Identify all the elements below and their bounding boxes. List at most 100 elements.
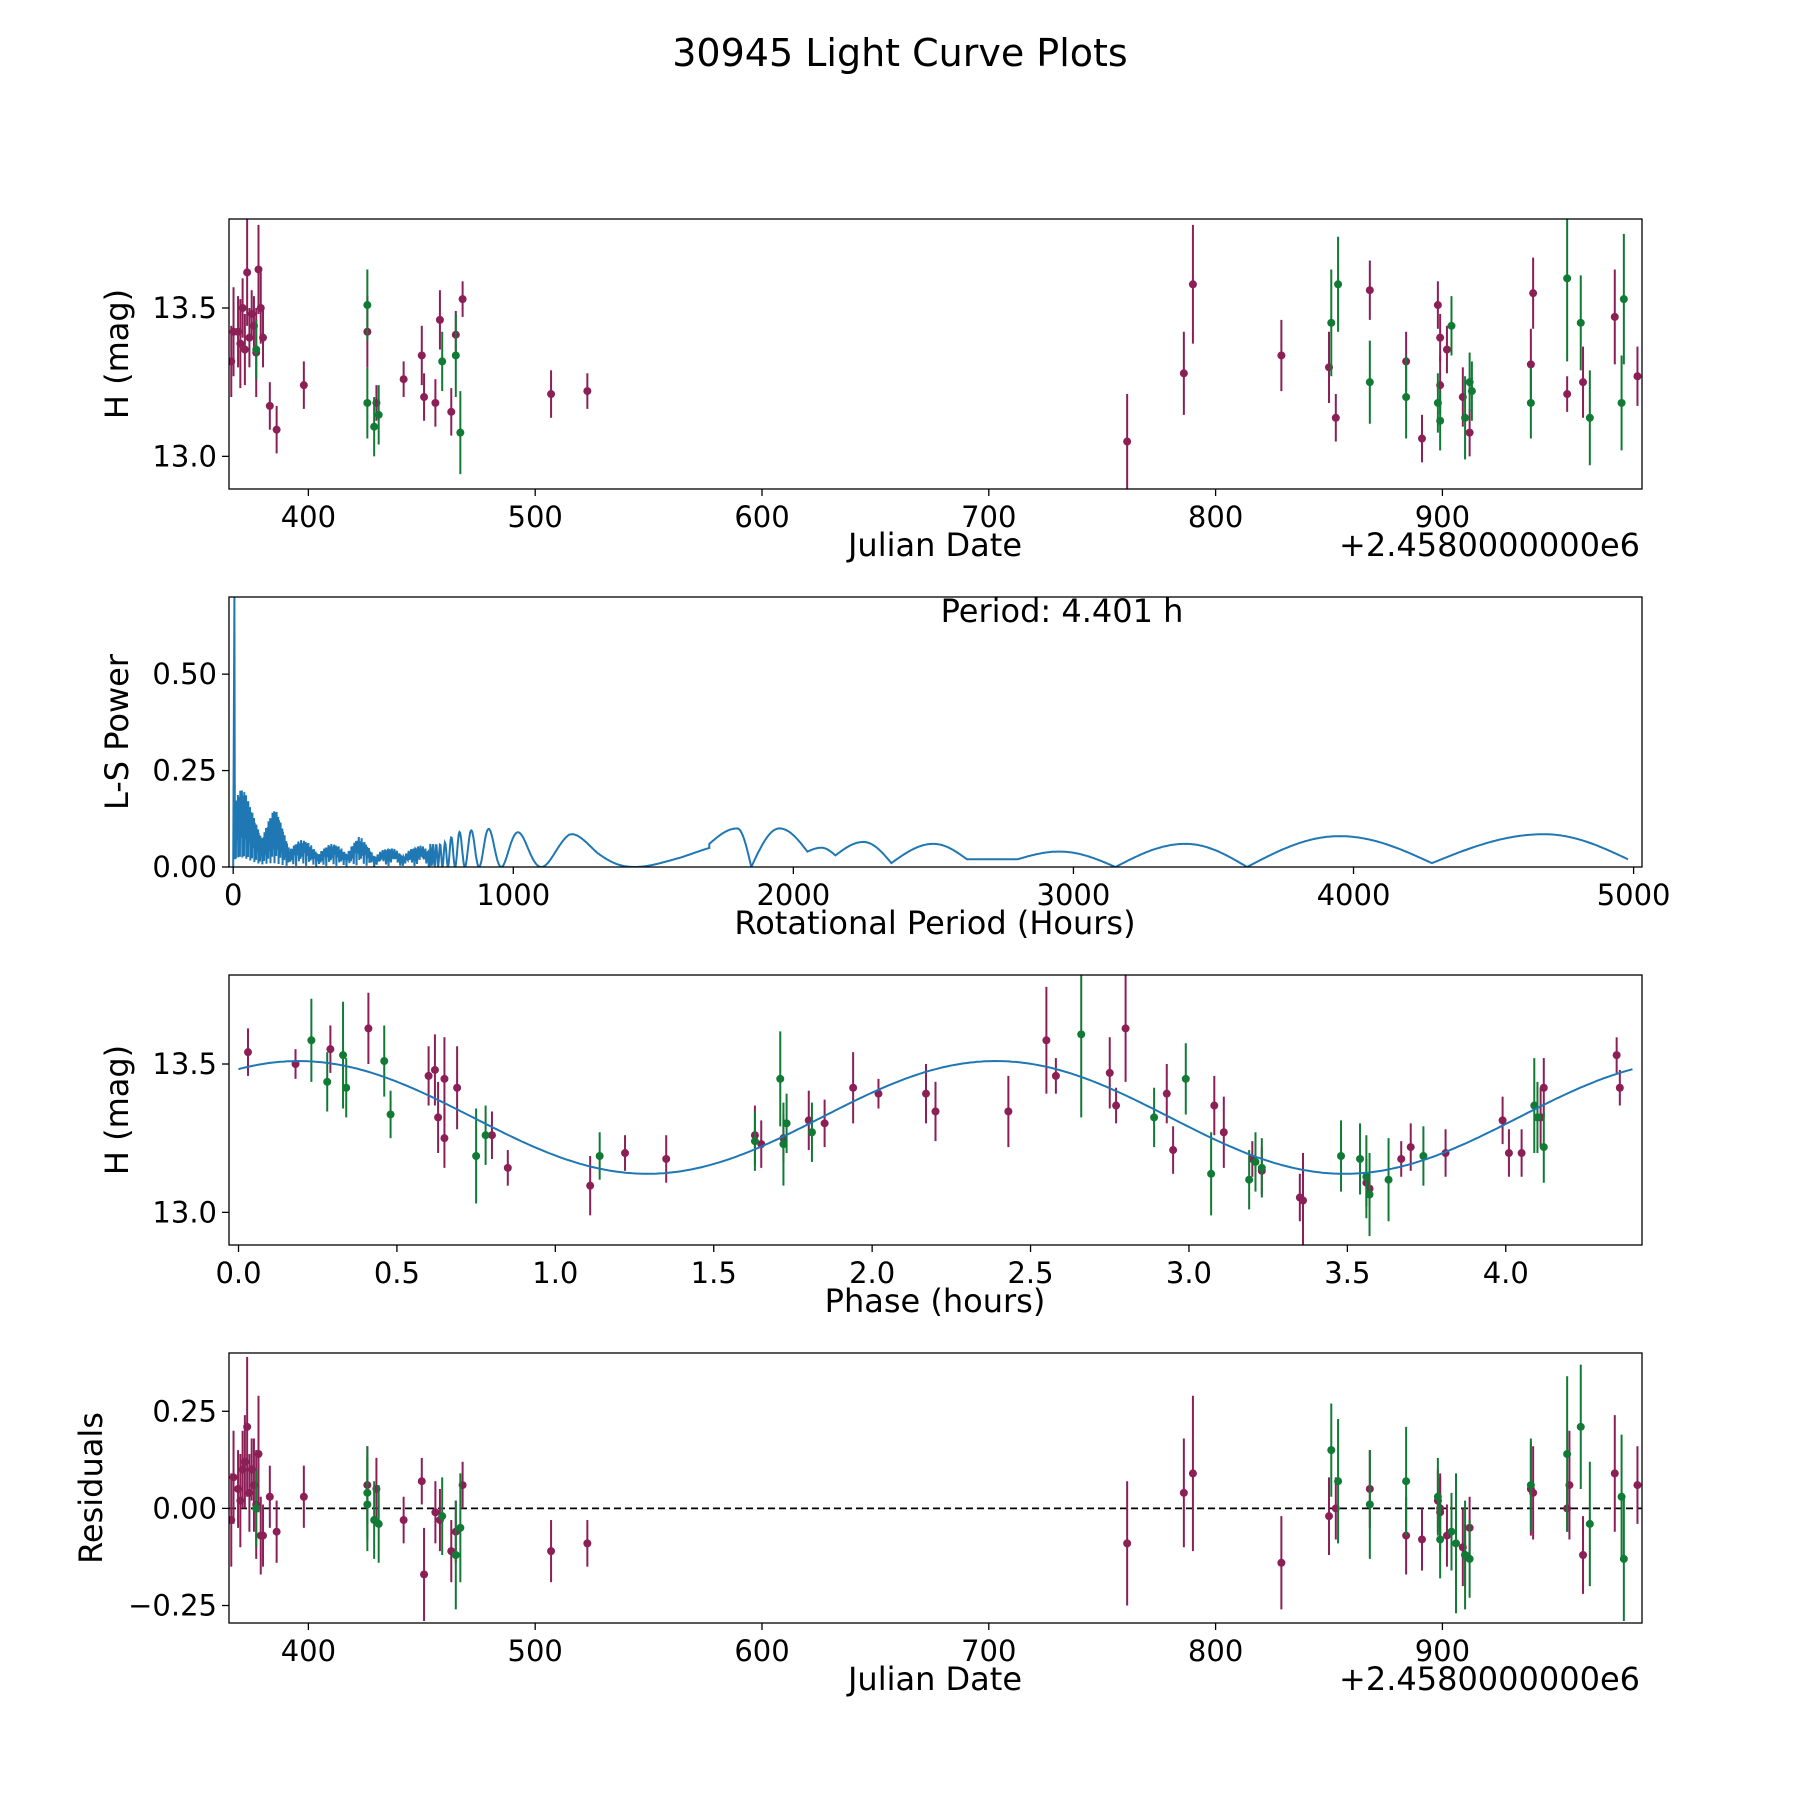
- data-point-maroon: [1612, 1051, 1621, 1060]
- data-point-maroon: [931, 1107, 940, 1116]
- x-tick-label: 1.5: [691, 1256, 737, 1290]
- lightcurve-xlabel: Julian Date: [846, 526, 1022, 564]
- data-point-maroon: [1325, 1512, 1334, 1521]
- data-point-green: [1337, 1151, 1346, 1160]
- data-point-green: [1617, 398, 1626, 407]
- data-point-maroon: [487, 1131, 496, 1140]
- data-point-maroon: [453, 1083, 462, 1092]
- data-point-maroon: [1417, 1535, 1426, 1544]
- data-point-maroon: [1529, 289, 1538, 298]
- data-point-green: [1257, 1163, 1266, 1172]
- residuals-xlabel: Julian Date: [846, 1660, 1022, 1698]
- data-point-maroon: [1563, 390, 1572, 399]
- data-point-green: [363, 1488, 372, 1497]
- x-tick-label: 3000: [1037, 878, 1111, 912]
- data-point-green: [472, 1151, 481, 1160]
- data-point-green: [1447, 321, 1456, 330]
- data-point-green: [363, 398, 372, 407]
- data-point-green: [451, 1551, 460, 1560]
- data-point-green: [1539, 1143, 1548, 1152]
- panel-phased: H (mag) Phase (hours) 0.0 0.5 1.0 1.5 2.0 2.5…: [98, 974, 1643, 1320]
- data-point-maroon: [259, 1531, 268, 1540]
- data-point-maroon: [447, 407, 456, 416]
- plot-frame: [228, 218, 1643, 490]
- plot-frame: [228, 1352, 1643, 1624]
- data-point-green: [1436, 416, 1445, 425]
- data-point-green: [374, 410, 383, 419]
- data-point-maroon: [583, 387, 592, 396]
- data-point-maroon: [399, 375, 408, 384]
- data-point-maroon: [1498, 1116, 1507, 1125]
- data-point-maroon: [1442, 345, 1451, 354]
- data-point-green: [1334, 280, 1343, 289]
- data-point-green: [1362, 1172, 1371, 1181]
- residuals-ylabel: Residuals: [72, 1412, 110, 1564]
- x-tick-label: 800: [1188, 1634, 1243, 1668]
- data-point-maroon: [364, 1024, 373, 1033]
- y-tick-label: 13.0: [152, 1195, 217, 1229]
- data-point-maroon: [424, 1071, 433, 1080]
- data-point-green: [252, 345, 261, 354]
- panel-lightcurve: H (mag) Julian Date +2.4580000000e6 400 5…: [98, 218, 1643, 564]
- data-point-green: [750, 1137, 759, 1146]
- data-point-maroon: [1123, 1539, 1132, 1548]
- data-point-green: [342, 1083, 351, 1092]
- data-point-green: [456, 428, 465, 437]
- x-tick-label: 500: [508, 1634, 563, 1668]
- x-tick-label: 1.0: [532, 1256, 578, 1290]
- x-tick-label: 900: [1415, 500, 1470, 534]
- data-point-green: [380, 1057, 389, 1066]
- data-point-maroon: [1615, 1083, 1624, 1092]
- data-point-maroon: [1633, 1481, 1642, 1490]
- data-point-green: [782, 1119, 791, 1128]
- data-point-maroon: [254, 1450, 263, 1459]
- data-point-maroon: [662, 1154, 671, 1163]
- data-point-maroon: [547, 1547, 556, 1556]
- plot-frame: [228, 974, 1643, 1246]
- data-point-maroon: [1397, 1154, 1406, 1163]
- data-point-maroon: [621, 1149, 630, 1158]
- data-point-green: [1585, 413, 1594, 422]
- data-point-maroon: [399, 1516, 408, 1525]
- panel-periodogram: L-S Power Rotational Period (Hours) Peri…: [98, 592, 1671, 942]
- data-point-maroon: [1433, 301, 1442, 310]
- data-point-maroon: [431, 1508, 440, 1517]
- y-tick-label: 0.50: [152, 657, 217, 691]
- x-tick-label: 3.5: [1324, 1256, 1370, 1290]
- data-point-maroon: [1188, 280, 1197, 289]
- data-point-green: [1402, 393, 1411, 402]
- data-point-maroon: [236, 339, 245, 348]
- data-point-green: [1077, 1030, 1086, 1039]
- x-tick-label: 400: [281, 1634, 336, 1668]
- y-tick-label: 0.00: [152, 850, 217, 884]
- data-point-maroon: [921, 1089, 930, 1098]
- data-point-maroon: [417, 351, 426, 360]
- data-point-green: [1585, 1519, 1594, 1528]
- data-point-maroon: [1579, 1551, 1588, 1560]
- data-point-maroon: [1042, 1036, 1051, 1045]
- data-point-maroon: [1210, 1101, 1219, 1110]
- data-point-green: [1533, 1113, 1542, 1122]
- data-point-maroon: [1526, 360, 1535, 369]
- data-point-green: [451, 351, 460, 360]
- data-point-green: [386, 1110, 395, 1119]
- data-point-green: [1619, 295, 1628, 304]
- data-point-green: [1251, 1157, 1260, 1166]
- data-point-maroon: [1179, 369, 1188, 378]
- lightcurve-offset-label: +2.4580000000e6: [1339, 526, 1640, 564]
- data-point-green: [1334, 1477, 1343, 1486]
- data-point-maroon: [1188, 1469, 1197, 1478]
- data-layer: [229, 219, 1642, 489]
- data-point-green: [438, 357, 447, 366]
- data-point-green: [438, 1512, 447, 1521]
- lightcurve-ylabel: H (mag): [98, 289, 136, 419]
- data-point-green: [374, 1519, 383, 1528]
- data-point-maroon: [583, 1539, 592, 1548]
- data-point-maroon: [1123, 437, 1132, 446]
- data-point-maroon: [272, 1527, 281, 1536]
- x-tick-label: 4000: [1317, 878, 1391, 912]
- data-point-maroon: [1219, 1128, 1228, 1137]
- data-point-maroon: [265, 401, 274, 410]
- data-point-maroon: [265, 1492, 274, 1501]
